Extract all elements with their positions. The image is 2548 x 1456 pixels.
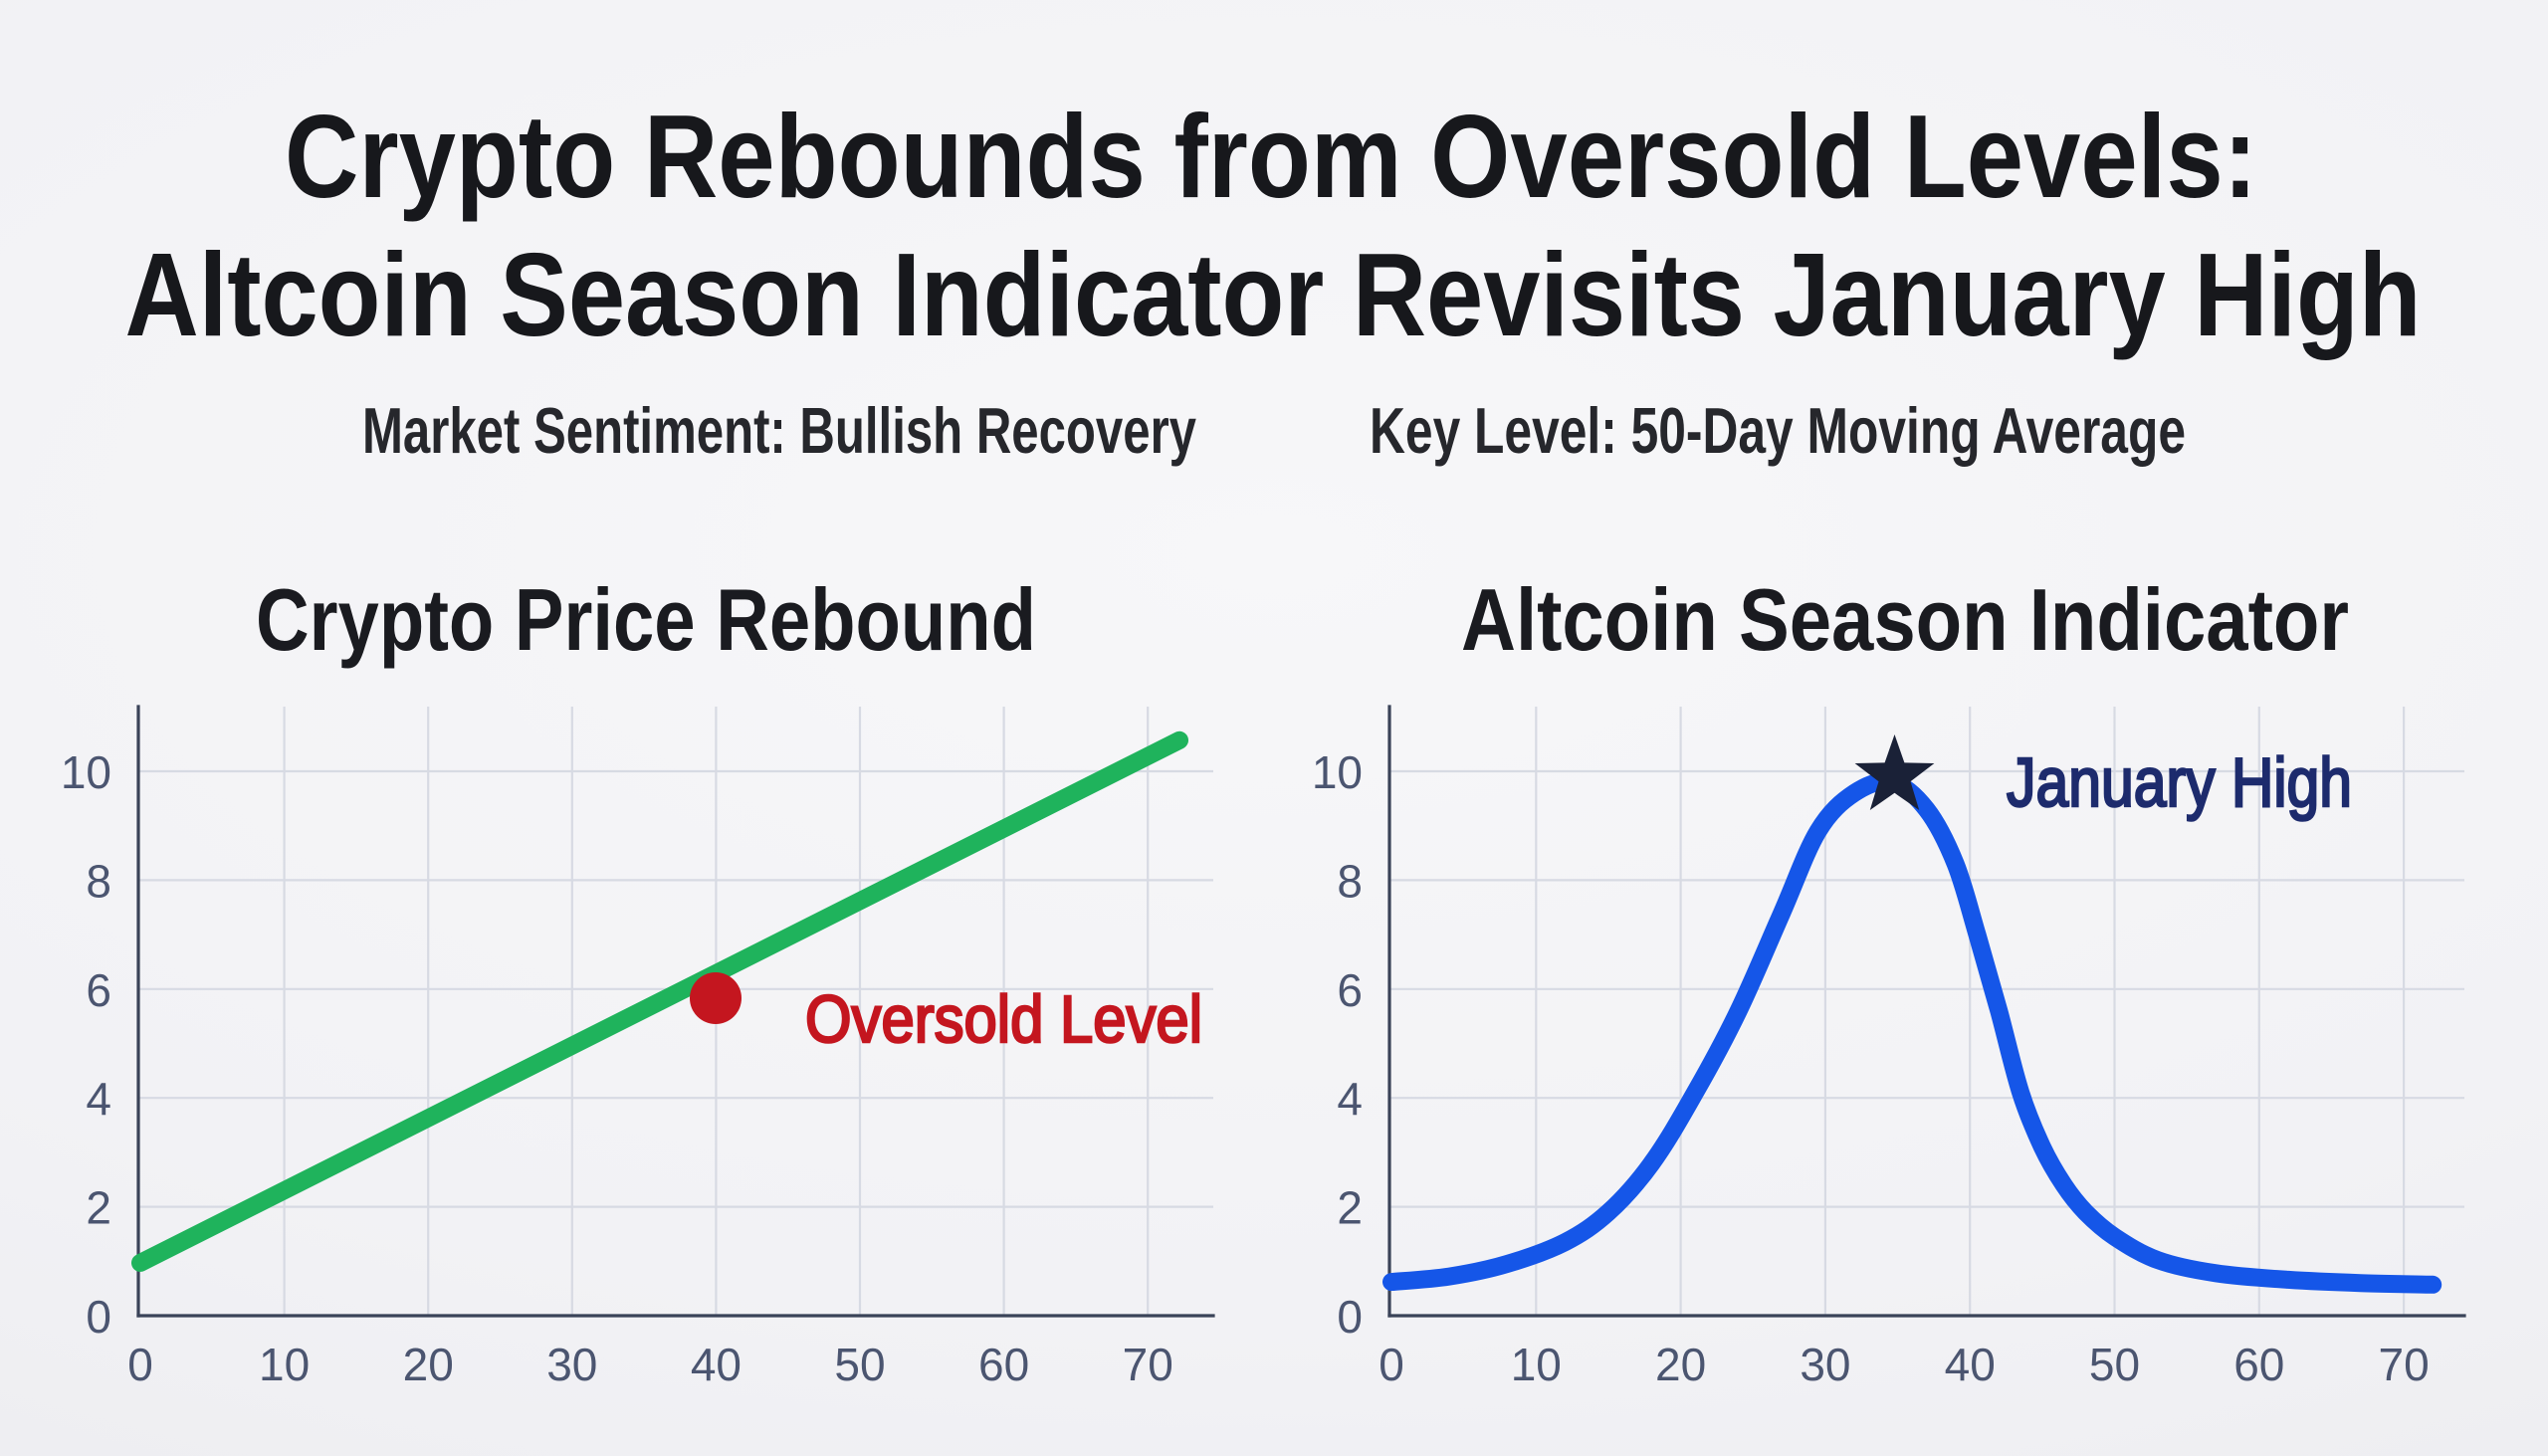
svg-text:20: 20 [1655, 1339, 1706, 1390]
svg-text:2: 2 [86, 1182, 111, 1234]
svg-text:Market Sentiment: Bullish Reco: Market Sentiment: Bullish Recovery [362, 394, 1196, 467]
svg-text:70: 70 [1123, 1339, 1173, 1390]
svg-text:70: 70 [2379, 1339, 2430, 1390]
svg-text:8: 8 [1337, 855, 1363, 907]
svg-text:0: 0 [127, 1339, 153, 1390]
svg-text:0: 0 [86, 1291, 111, 1343]
svg-text:40: 40 [1945, 1339, 1996, 1390]
svg-text:0: 0 [1337, 1291, 1363, 1343]
svg-text:60: 60 [2233, 1339, 2284, 1390]
svg-text:Oversold Level: Oversold Level [805, 982, 1202, 1057]
svg-text:10: 10 [259, 1339, 310, 1390]
svg-text:40: 40 [691, 1339, 742, 1390]
svg-text:30: 30 [546, 1339, 597, 1390]
svg-text:Altcoin Season Indicator Revis: Altcoin Season Indicator Revisits Januar… [125, 229, 2422, 361]
svg-text:6: 6 [86, 964, 111, 1016]
svg-text:10: 10 [61, 746, 111, 798]
svg-text:Altcoin Season Indicator: Altcoin Season Indicator [1461, 570, 2349, 669]
svg-text:8: 8 [86, 855, 111, 907]
svg-text:10: 10 [1511, 1339, 1562, 1390]
svg-text:0: 0 [1379, 1339, 1404, 1390]
svg-text:Crypto Price Rebound: Crypto Price Rebound [256, 570, 1036, 669]
svg-text:January High: January High [2007, 743, 2352, 821]
svg-text:Key Level: 50-Day Moving Avera: Key Level: 50-Day Moving Average [1370, 394, 2186, 467]
svg-text:4: 4 [86, 1073, 111, 1125]
svg-text:50: 50 [2089, 1339, 2140, 1390]
svg-text:10: 10 [1312, 746, 1363, 798]
svg-text:20: 20 [403, 1339, 454, 1390]
svg-text:50: 50 [834, 1339, 885, 1390]
svg-text:6: 6 [1337, 964, 1363, 1016]
svg-text:4: 4 [1337, 1073, 1363, 1125]
svg-text:30: 30 [1800, 1339, 1850, 1390]
svg-text:60: 60 [978, 1339, 1029, 1390]
svg-text:2: 2 [1337, 1182, 1363, 1234]
svg-text:Crypto Rebounds from Oversold: Crypto Rebounds from Oversold Levels: [285, 91, 2257, 223]
